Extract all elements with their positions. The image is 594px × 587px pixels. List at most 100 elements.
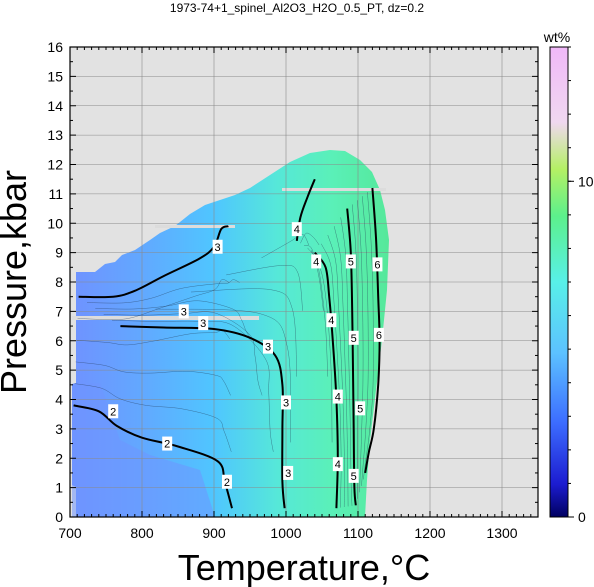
contour-line-minor <box>333 226 349 507</box>
contour-line-minor <box>226 265 303 311</box>
contour-label-box <box>355 401 366 416</box>
grid-lines <box>70 47 538 517</box>
chart-title: 1973-74+1_spinel_Al2O3_H2O_0.5_PT, dz=0.… <box>170 1 425 15</box>
contour-label-text: 6 <box>376 330 382 342</box>
x-tick-label: 1200 <box>414 525 445 541</box>
contour-label-box <box>221 474 232 489</box>
y-axis-label: Pressure,kbar <box>0 170 34 394</box>
contour-label: 4 <box>326 313 337 328</box>
y-tick-label: 8 <box>55 274 63 290</box>
y-tick-label: 14 <box>47 98 63 114</box>
colorbar-ticks: 0 10 <box>568 46 594 525</box>
contour-label-box <box>373 327 384 342</box>
contour-line-3 <box>120 325 286 509</box>
contour-label-text: 3 <box>181 306 187 318</box>
contour-label-box <box>372 257 383 272</box>
contour-label: 5 <box>348 468 359 483</box>
contour-label-box <box>263 339 273 354</box>
contour-label: 2 <box>108 404 119 419</box>
contour-line-minor <box>327 234 345 508</box>
contour-line-minor <box>363 192 374 480</box>
contour-label-box <box>178 304 189 319</box>
contour-line-minor <box>95 300 252 340</box>
contour-line-minor <box>86 279 240 304</box>
colorbar-scale <box>549 46 569 518</box>
contour-label-text: 2 <box>224 477 230 489</box>
y-tick-label: 1 <box>55 480 63 496</box>
contour-label-text: 6 <box>374 259 380 271</box>
contour-label: 3 <box>198 316 209 331</box>
colorbar-tick-label: 0 <box>578 509 586 525</box>
contour-label-text: 5 <box>348 256 354 268</box>
colorbar-tick-label: 10 <box>578 173 594 189</box>
contour-line-minor <box>300 232 320 246</box>
contour-label-text: 5 <box>351 333 357 345</box>
data-gap-band-2 <box>155 225 235 228</box>
y-tick-label: 7 <box>55 303 63 319</box>
contour-line-minor <box>74 383 232 452</box>
contour-line-6 <box>364 187 381 474</box>
data-gap-band-1 <box>72 316 259 320</box>
contour-label: 3 <box>212 239 223 254</box>
x-tick-label: 1300 <box>486 525 517 541</box>
y-tick-label: 11 <box>48 186 63 202</box>
contour-label-text: 4 <box>335 459 341 471</box>
contour-label-box <box>198 316 209 331</box>
y-tick-label: 4 <box>55 392 63 408</box>
y-tick-label: 15 <box>47 68 63 84</box>
contour-label-text: 3 <box>285 468 291 480</box>
contour-label: 3 <box>281 395 291 410</box>
contour-label: 6 <box>373 327 384 342</box>
y-tick-label: 6 <box>55 333 63 349</box>
contour-line-minor <box>307 247 329 377</box>
x-tick-label: 700 <box>58 525 82 541</box>
contour-label-box <box>212 239 223 254</box>
x-tick-labels: 700 800 900 1000 1100 1200 1300 <box>58 525 517 541</box>
contour-label-text: 4 <box>294 224 300 236</box>
colorbar: 0 10 wt% <box>543 29 594 525</box>
y-tick-label: 12 <box>47 157 63 173</box>
contour-label-text: 4 <box>328 315 334 327</box>
x-tick-label: 900 <box>202 525 226 541</box>
contour-label-text: 3 <box>283 397 289 409</box>
contour-label-box <box>281 395 291 410</box>
contour-label: 4 <box>332 389 343 404</box>
contour-label: 4 <box>291 222 302 237</box>
contour-line-minor <box>103 311 263 396</box>
contour-label: 2 <box>221 474 232 489</box>
contour-line-minor <box>357 200 364 493</box>
y-tick-label: 5 <box>55 362 63 378</box>
contour-label: 4 <box>311 254 322 269</box>
contour-label-text: 5 <box>357 403 363 415</box>
contour-label: 2 <box>162 436 173 451</box>
y-tick-label: 2 <box>55 450 63 466</box>
contour-label-text: 4 <box>313 256 319 268</box>
contour-label-text: 2 <box>164 439 170 451</box>
contour-label-text: 3 <box>265 342 271 354</box>
y-tick-label: 3 <box>55 421 63 437</box>
contour-label: 5 <box>345 254 356 269</box>
contour-label-text: 3 <box>200 318 206 330</box>
data-gap-band-3 <box>282 188 386 191</box>
contour-line-minor <box>75 361 231 396</box>
contour-label-text: 2 <box>110 406 116 418</box>
contour-label: 3 <box>178 304 189 319</box>
contour-label: 3 <box>263 339 273 354</box>
contour-label-box <box>311 254 322 269</box>
contour-label: 3 <box>283 465 294 480</box>
contour-label-box <box>348 468 359 483</box>
data-field-cool-zone <box>72 383 215 517</box>
y-tick-label: 9 <box>55 245 63 261</box>
contour-line-minor <box>111 319 274 452</box>
contour-line-5 <box>346 208 357 506</box>
colorbar-label: wt% <box>543 29 570 45</box>
contour-label-box <box>162 436 173 451</box>
x-tick-label: 800 <box>130 525 154 541</box>
contour-line-minor <box>77 279 230 320</box>
contour-label: 5 <box>348 330 359 345</box>
contour-label-box <box>108 404 119 419</box>
axis-ticks <box>69 46 539 518</box>
